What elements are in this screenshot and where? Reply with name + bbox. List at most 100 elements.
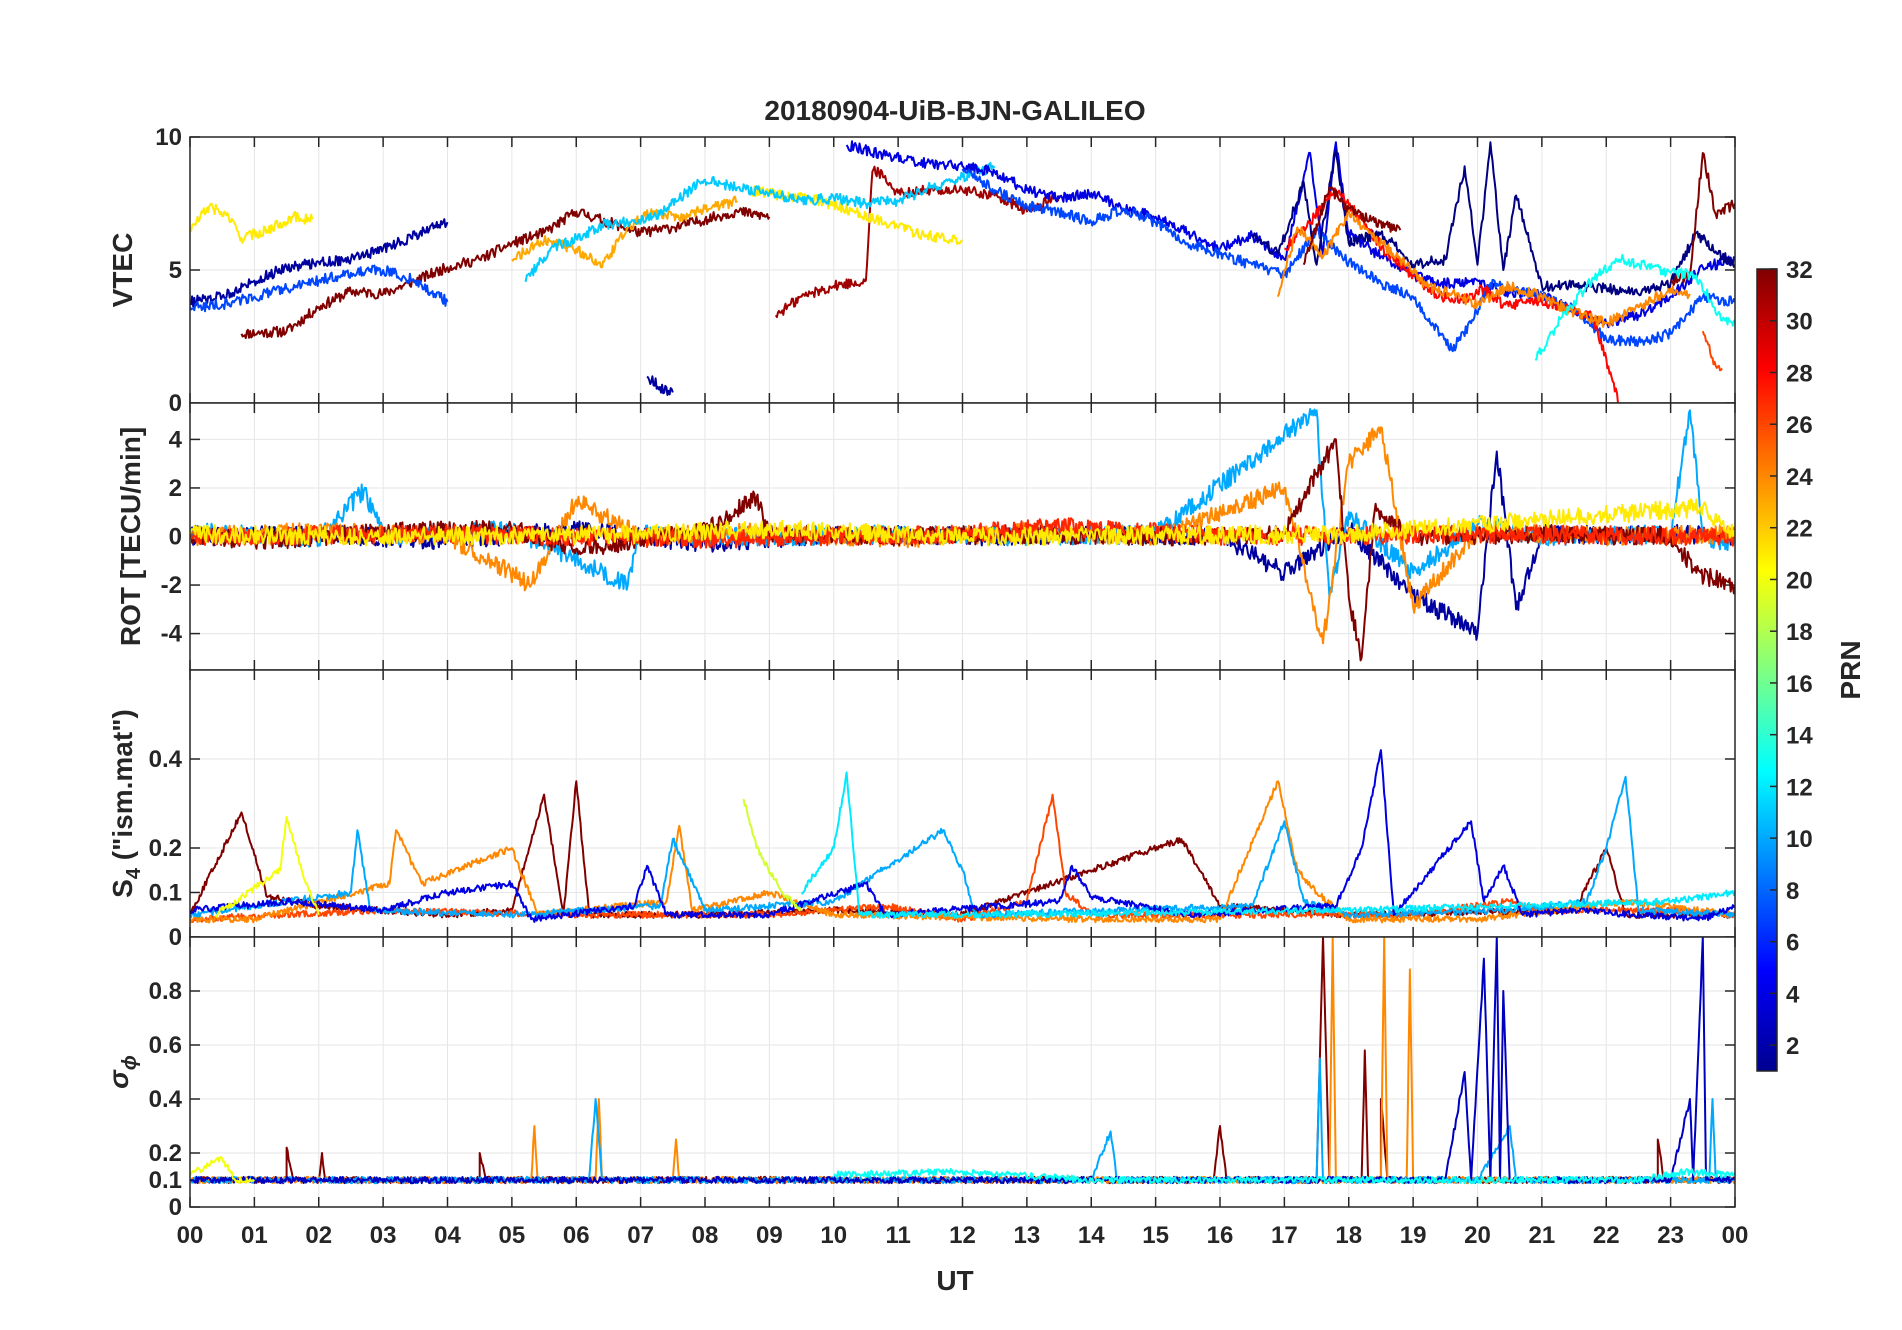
series-prn-3	[190, 937, 1735, 1185]
colorbar-tick-label: 26	[1786, 412, 1813, 439]
series-prn-1	[1251, 141, 1735, 297]
panel-sigma_phi-series	[190, 937, 1735, 1185]
x-tick-label: 15	[1142, 1222, 1169, 1249]
series-prn-7	[190, 264, 449, 313]
x-tick-label: 00	[1722, 1222, 1749, 1249]
colorbar-tick-label: 16	[1786, 671, 1813, 698]
x-tick-label: 21	[1529, 1222, 1556, 1249]
y-tick-label: 5	[169, 257, 182, 284]
x-axis-label: UT	[936, 1265, 973, 1296]
panel-rot-ylabel: ROT [TECU/min]	[115, 427, 146, 646]
colorbar-tick-label: 20	[1786, 567, 1813, 594]
y-tick-label: 0.2	[149, 835, 182, 862]
series-prn-13	[833, 1167, 1735, 1185]
series-prn-20	[214, 815, 320, 918]
x-tick-label: 05	[499, 1222, 526, 1249]
colorbar-tick-label: 24	[1786, 464, 1813, 491]
x-tick-label: 08	[692, 1222, 719, 1249]
colorbar-gradient	[1756, 268, 1778, 1072]
series-prn-24	[1276, 207, 1691, 328]
x-tick-label: 04	[434, 1222, 461, 1249]
x-tick-label: 20	[1464, 1222, 1491, 1249]
panel-vtec-series	[190, 140, 1735, 403]
panel-s4-ylabel: S4 ("ism.mat")	[107, 709, 145, 898]
x-tick-label: 11	[885, 1222, 910, 1249]
series-prn-21	[190, 498, 1735, 547]
y-tick-label: 0	[169, 390, 182, 417]
colorbar-label: PRN	[1835, 640, 1866, 699]
colorbar-tick-label: 18	[1786, 619, 1813, 646]
y-tick-label: 2	[169, 475, 182, 502]
x-tick-label: 22	[1593, 1222, 1620, 1249]
y-tick-label: 0	[169, 1194, 182, 1221]
x-tick-label: 00	[177, 1222, 204, 1249]
series-prn-2	[190, 218, 449, 308]
series-prn-13	[1534, 253, 1735, 362]
series-prn-23	[511, 195, 738, 269]
x-tick-label: 16	[1207, 1222, 1234, 1249]
x-tick-label: 14	[1078, 1222, 1105, 1249]
y-tick-label: 0.1	[149, 1167, 182, 1194]
y-tick-label: 4	[169, 426, 183, 453]
series-prn-11	[524, 161, 996, 282]
series-prn-19	[742, 798, 803, 912]
x-tick-label: 01	[241, 1222, 268, 1249]
y-tick-label: 0.1	[149, 880, 182, 907]
colorbar-tick-label: 2	[1786, 1033, 1799, 1060]
x-tick-label: 10	[820, 1222, 847, 1249]
series-prn-26	[1701, 330, 1723, 372]
colorbar-tick-label: 32	[1786, 257, 1813, 284]
panel-rot-series	[190, 408, 1735, 662]
panel-rot: -4 -2 0 2 4 ROT [TECU/min]	[115, 402, 1736, 671]
y-tick-label: -2	[161, 572, 182, 599]
series-prn-21	[190, 202, 314, 244]
chart-title: 20180904-UiB-BJN-GALILEO	[764, 95, 1145, 126]
y-tick-label: 10	[155, 124, 182, 151]
series-prn-2	[646, 375, 674, 396]
panel-sigma_phi: 00.10.2 0.4 0.6 0.8 σϕ	[103, 936, 1736, 1221]
panel-vtec-ylabel: VTEC	[107, 233, 138, 308]
panel-vtec: 0 5 10 VTEC	[107, 124, 1736, 417]
x-tick-labels: 00 01 02 03 04 05 06 07 08 09 10 11 12 13 14 15 16 17 18 19…	[177, 1222, 1749, 1249]
series-prn-20	[190, 1156, 255, 1185]
x-tick-label: 13	[1014, 1222, 1041, 1249]
colorbar-tick-label: 6	[1786, 930, 1799, 957]
series-prn-32	[240, 206, 771, 340]
series-prn-12	[800, 771, 1735, 919]
y-tick-label: 0.2	[149, 1140, 182, 1167]
colorbar-tick-label: 10	[1786, 826, 1813, 853]
y-tick-label: 0.6	[149, 1032, 182, 1059]
colorbar-tick-label: 22	[1786, 516, 1813, 543]
x-tick-label: 09	[756, 1222, 783, 1249]
y-tick-label: 0.8	[149, 978, 182, 1005]
colorbar-tick-label: 30	[1786, 309, 1813, 336]
series-prn-4	[190, 749, 1735, 923]
series-prn-7	[961, 168, 1735, 353]
ylabel-main: S	[107, 879, 138, 898]
colorbar-tick-label: 4	[1786, 981, 1800, 1008]
y-tick-label: 0.4	[149, 746, 183, 773]
panel-sigma_phi-ylabel: σϕ	[103, 1055, 141, 1089]
ylabel-subscript: 4	[123, 867, 145, 879]
y-tick-label: 0.4	[149, 1086, 183, 1113]
colorbar-tick-label: 14	[1786, 723, 1813, 750]
x-tick-label: 06	[563, 1222, 590, 1249]
colorbar-tick-label: 8	[1786, 878, 1799, 905]
x-tick-label: 19	[1400, 1222, 1427, 1249]
x-tick-label: 02	[305, 1222, 332, 1249]
ylabel-rest: ("ism.mat")	[107, 709, 138, 868]
y-tick-label: 0	[169, 924, 182, 951]
panel-s4-series	[190, 749, 1735, 924]
ylabel-subscript: ϕ	[119, 1055, 141, 1070]
x-tick-label: 17	[1271, 1222, 1298, 1249]
colorbar-tick-label: 28	[1786, 360, 1813, 387]
y-tick-label: -4	[161, 621, 183, 648]
ylabel-main: σ	[103, 1069, 134, 1089]
y-tick-label: 0	[169, 524, 182, 551]
x-tick-label: 03	[370, 1222, 397, 1249]
colorbar-tick-label: 12	[1786, 774, 1813, 801]
